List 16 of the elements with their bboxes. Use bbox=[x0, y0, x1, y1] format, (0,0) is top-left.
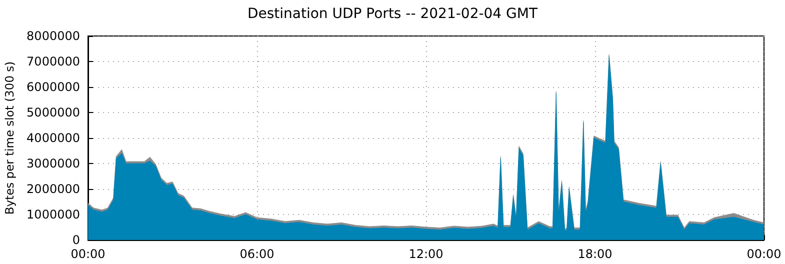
x-tick-label: 00:00 bbox=[70, 247, 106, 261]
x-tick-label: 00:00 bbox=[746, 247, 782, 261]
y-tick-label: 2000000 bbox=[26, 182, 80, 196]
y-tick-label: 1000000 bbox=[26, 208, 80, 222]
x-tick-label: 18:00 bbox=[578, 247, 612, 261]
y-axis-title: Bytes per time slot (300 s) bbox=[2, 61, 17, 215]
chart-title: Destination UDP Ports -- 2021-02-04 GMT bbox=[247, 6, 538, 22]
y-tick-label: 7000000 bbox=[26, 54, 80, 68]
y-tick-label: 4000000 bbox=[26, 131, 80, 145]
x-tick-label: 06:00 bbox=[240, 247, 274, 261]
y-tick-label: 8000000 bbox=[26, 29, 80, 43]
y-tick-label: 6000000 bbox=[26, 80, 80, 94]
y-tick-label: 0 bbox=[72, 233, 80, 247]
y-tick-label: 3000000 bbox=[26, 156, 80, 170]
y-tick-label: 5000000 bbox=[26, 106, 80, 120]
x-tick-label: 12:00 bbox=[408, 247, 444, 261]
